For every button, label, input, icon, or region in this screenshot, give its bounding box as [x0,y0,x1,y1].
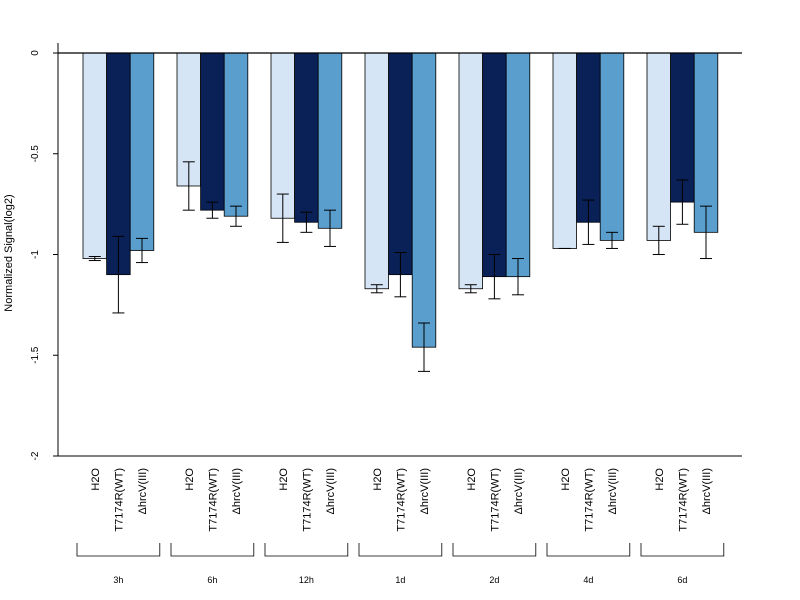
plot-area [58,52,742,372]
y-tick-label: -1.5 [30,346,41,364]
group-bracket [170,543,255,557]
y-axis: 0 -0.5 -1 -1.5 -2 [30,43,742,460]
category-label: ΔhrcV(III) [419,468,431,514]
group-label: 6d [677,575,687,585]
group-bracket [76,543,161,557]
group-label: 12h [299,575,314,585]
group-label: 6h [207,575,217,585]
category-label: ΔhrcV(III) [325,468,337,514]
bar-2d-H2O [458,52,484,290]
y-axis-title: Normalized Signal(log2) [3,194,15,311]
y-tick-label: -2 [30,451,41,460]
category-label: H2O [560,468,572,491]
group-label: 1d [395,575,405,585]
group-bracket [546,543,631,557]
bar-1d-T7174R(WT) [388,52,413,276]
group-bracket [452,543,537,557]
bar-12h-ΔhrcV(III) [317,52,343,229]
category-label: ΔhrcV(III) [513,468,525,514]
bar-4d-H2O [552,52,578,249]
category-label: H2O [466,468,478,491]
category-label: T7174R(WT) [301,468,313,532]
group-bracket [264,543,349,557]
bar-4d-T7174R(WT) [576,52,601,223]
category-label: H2O [654,468,666,491]
category-label: T7174R(WT) [489,468,501,532]
bar-6d-ΔhrcV(III) [693,52,719,233]
bar-2d-T7174R(WT) [482,52,507,278]
bar-3h-H2O [82,52,108,259]
category-label: T7174R(WT) [677,468,689,532]
bar-1d-H2O [364,52,390,290]
bar-6h-ΔhrcV(III) [223,52,249,217]
category-label: T7174R(WT) [207,468,219,532]
group-bracket [358,543,443,557]
y-tick-label: 0 [30,50,41,56]
bar-6d-H2O [646,52,672,241]
category-label: H2O [184,468,196,491]
y-tick-label: -0.5 [30,145,41,163]
bar-3h-ΔhrcV(III) [129,52,155,251]
category-label: ΔhrcV(III) [701,468,713,514]
bar-4d-ΔhrcV(III) [599,52,625,241]
category-label: ΔhrcV(III) [607,468,619,514]
category-label: H2O [90,468,102,491]
bar-12h-H2O [270,52,296,219]
group-label: 3h [113,575,123,585]
bar-2d-ΔhrcV(III) [505,52,531,278]
category-label: H2O [278,468,290,491]
bar-1d-ΔhrcV(III) [411,52,437,348]
bar-6h-T7174R(WT) [200,52,225,211]
group-label: 4d [583,575,593,585]
x-axis-labels: H2O T7174R(WT) ΔhrcV(III) 3h H2O T7174R(WT) Δh… [76,468,725,585]
y-tick-label: -1 [30,250,41,259]
bar-12h-T7174R(WT) [294,52,319,223]
category-label: ΔhrcV(III) [231,468,243,514]
category-label: ΔhrcV(III) [137,468,149,514]
group-label: 2d [489,575,499,585]
group-bracket [640,543,725,557]
category-label: H2O [372,468,384,491]
category-label: T7174R(WT) [113,468,125,532]
category-label: T7174R(WT) [395,468,407,532]
category-label: T7174R(WT) [583,468,595,532]
